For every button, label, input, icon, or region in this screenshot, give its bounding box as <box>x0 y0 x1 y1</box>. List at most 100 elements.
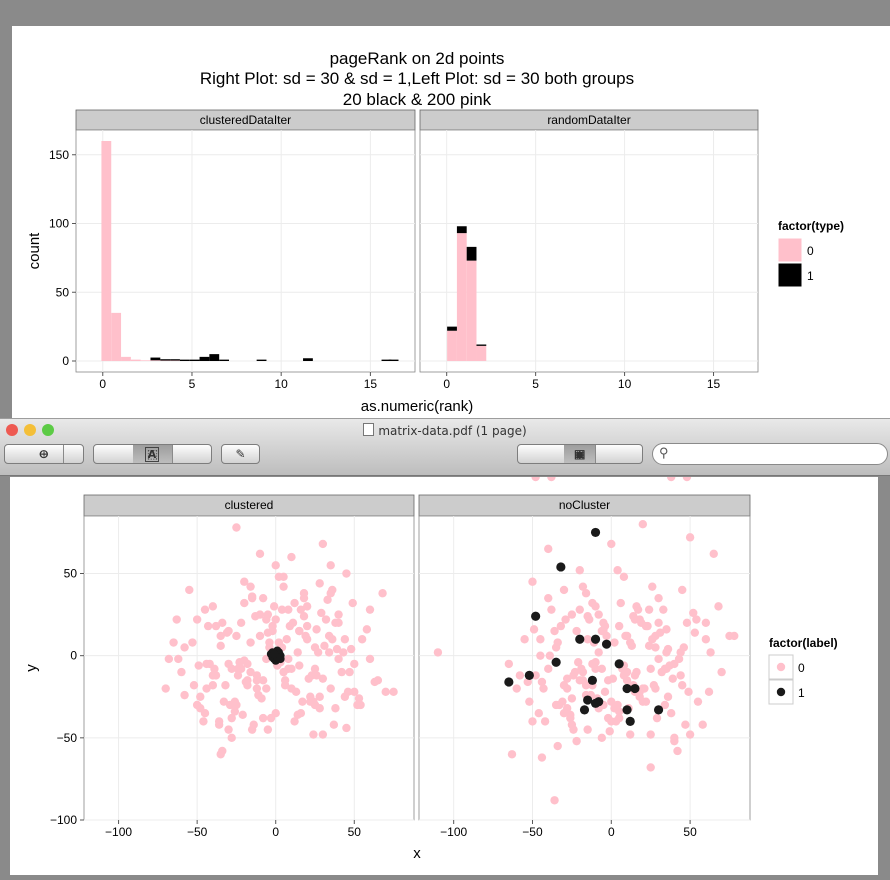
bar-type-0 <box>150 360 160 361</box>
point-label-0 <box>615 707 623 715</box>
point-label-0 <box>544 545 552 553</box>
point-label-0 <box>371 678 379 686</box>
point-label-0 <box>591 658 599 666</box>
point-label-0 <box>615 622 623 630</box>
legend-key-1 <box>777 688 785 696</box>
point-label-0 <box>691 628 699 636</box>
point-label-1 <box>556 562 565 571</box>
point-label-0 <box>560 586 568 594</box>
point-label-0 <box>264 628 272 636</box>
legend-key-1 <box>778 263 802 287</box>
bar-type-0 <box>447 331 457 361</box>
point-label-0 <box>670 734 678 742</box>
y-tick-label: −100 <box>50 813 77 827</box>
point-label-0 <box>217 642 225 650</box>
view-grid-button[interactable]: ▦ <box>565 445 596 463</box>
point-label-0 <box>647 730 655 738</box>
point-label-0 <box>319 730 327 738</box>
point-label-0 <box>350 660 358 668</box>
point-label-0 <box>267 714 275 722</box>
x-tick-label: 10 <box>618 377 632 391</box>
point-label-0 <box>705 688 713 696</box>
point-label-0 <box>675 655 683 663</box>
point-label-0 <box>272 561 280 569</box>
point-label-0 <box>525 697 533 705</box>
view-button-group: ▣ ◫ ◫ ▦ <box>517 444 643 464</box>
point-label-0 <box>706 648 714 656</box>
bar-type-1 <box>447 327 457 331</box>
search-field[interactable]: ⚲ <box>652 443 888 465</box>
point-label-0 <box>316 579 324 587</box>
annotate-button[interactable]: ✎ <box>221 444 260 464</box>
zoom-button-group: ⊖ ⊕ <box>4 444 84 464</box>
bar-type-1 <box>170 359 180 360</box>
point-label-0 <box>279 573 287 581</box>
point-label-0 <box>664 645 672 653</box>
x-tick-label: −50 <box>187 825 208 839</box>
chart-title: pageRank on 2d points <box>330 49 505 68</box>
point-label-0 <box>598 734 606 742</box>
point-label-0 <box>594 610 602 618</box>
grid-view-icon: ▦ <box>574 447 585 461</box>
rectangle-select-icon: ⬚ <box>147 447 158 461</box>
point-label-0 <box>653 714 661 722</box>
x-tick-label: 15 <box>707 377 721 391</box>
point-label-0 <box>331 619 339 627</box>
point-label-0 <box>546 651 554 659</box>
point-label-1 <box>591 528 600 537</box>
bar-type-1 <box>150 358 160 361</box>
point-label-0 <box>607 540 615 548</box>
rect-select-tool-button[interactable]: ⬚ <box>133 445 172 463</box>
point-label-0 <box>639 520 647 528</box>
point-label-0 <box>349 599 357 607</box>
x-tick-label: −100 <box>105 825 132 839</box>
point-label-1 <box>525 671 534 680</box>
point-label-0 <box>289 619 297 627</box>
point-label-0 <box>530 625 538 633</box>
point-label-0 <box>223 628 231 636</box>
bar-type-1 <box>190 360 200 361</box>
point-label-0 <box>287 665 295 673</box>
point-label-0 <box>162 684 170 692</box>
point-label-1 <box>552 658 561 667</box>
point-label-0 <box>555 701 563 709</box>
point-label-1 <box>602 640 611 649</box>
zoom-in-button[interactable]: ⊕ <box>25 445 64 463</box>
point-label-0 <box>190 681 198 689</box>
x-tick-label: 0 <box>272 825 279 839</box>
point-label-0 <box>196 704 204 712</box>
point-label-0 <box>314 648 322 656</box>
point-label-0 <box>574 658 582 666</box>
bar-type-0 <box>111 313 121 361</box>
point-label-0 <box>292 688 300 696</box>
window-title-text: matrix-data.pdf (1 page) <box>378 424 526 438</box>
point-label-0 <box>620 573 628 581</box>
point-label-0 <box>246 668 254 676</box>
pdf-file-icon <box>363 423 374 436</box>
x-axis-title: x <box>413 845 421 862</box>
point-label-0 <box>220 697 228 705</box>
point-label-0 <box>683 619 691 627</box>
point-label-0 <box>185 586 193 594</box>
point-label-0 <box>246 582 254 590</box>
point-label-0 <box>284 605 292 613</box>
point-label-0 <box>270 602 278 610</box>
point-label-0 <box>301 632 309 640</box>
point-label-0 <box>588 599 596 607</box>
point-label-0 <box>382 688 390 696</box>
search-input[interactable] <box>675 446 879 462</box>
point-label-0 <box>218 619 226 627</box>
point-label-0 <box>434 648 442 656</box>
point-label-0 <box>253 676 261 684</box>
point-label-0 <box>651 632 659 640</box>
point-label-0 <box>520 635 528 643</box>
point-label-0 <box>669 674 677 682</box>
point-label-0 <box>686 533 694 541</box>
facet-strip-label: randomDataIter <box>547 113 630 127</box>
point-label-0 <box>283 635 291 643</box>
point-label-0 <box>513 684 521 692</box>
point-label-1 <box>580 705 589 714</box>
point-label-0 <box>303 622 311 630</box>
